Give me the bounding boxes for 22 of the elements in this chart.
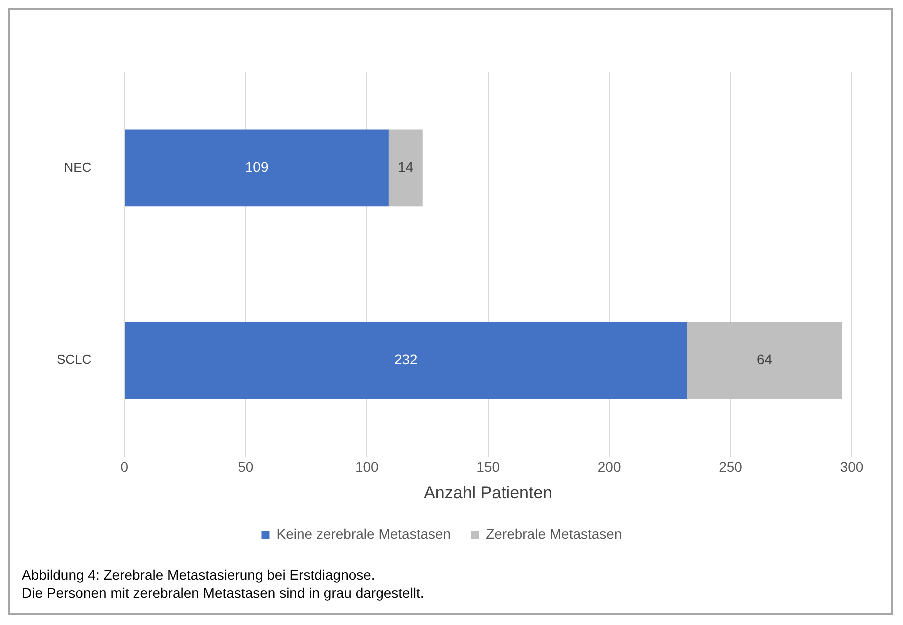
bar bbox=[388, 130, 423, 207]
x-tick-label: 250 bbox=[719, 459, 743, 476]
data-label: 64 bbox=[756, 351, 773, 368]
data-label: 14 bbox=[398, 159, 414, 176]
x-tick-label: 150 bbox=[476, 459, 500, 476]
x-tick-label: 200 bbox=[598, 459, 622, 476]
legend-label: Zerebrale Metastasen bbox=[486, 526, 622, 542]
x-axis-title: Anzahl Patienten bbox=[424, 483, 553, 502]
x-tick-label: 300 bbox=[840, 459, 864, 476]
bar bbox=[687, 322, 842, 400]
y-tick-label: NEC bbox=[64, 160, 92, 175]
text: Die Personen mit zerebralen Metastasen sind in grau dargestellt. bbox=[22, 584, 424, 602]
bar bbox=[125, 130, 389, 207]
data-label: 109 bbox=[245, 159, 269, 176]
y-tick-label: SCLC bbox=[56, 352, 92, 368]
text: Abbildung 4: Zerebrale Metastasierung bei Erstdiagnose. bbox=[22, 566, 376, 584]
legend-label: Keine zerebrale Metastasen bbox=[276, 526, 452, 542]
x-tick-label: 50 bbox=[238, 459, 254, 476]
bar bbox=[125, 322, 688, 400]
x-tick-label: 0 bbox=[120, 459, 129, 476]
data-label: 232 bbox=[394, 351, 418, 368]
x-tick-label: 100 bbox=[355, 459, 380, 476]
